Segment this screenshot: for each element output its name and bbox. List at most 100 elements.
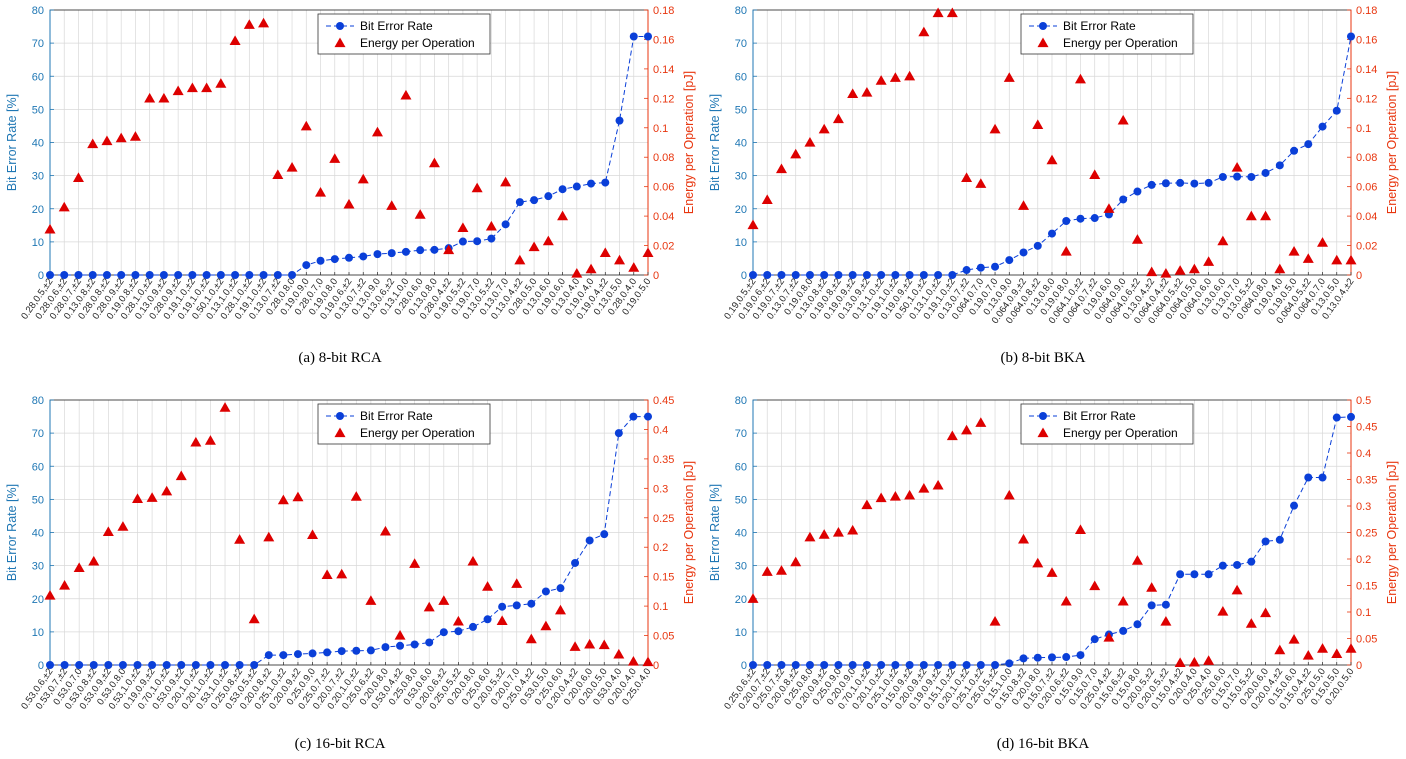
legend: Bit Error Rate Energy per Operation: [317, 403, 491, 445]
left-tick-label: 60: [735, 71, 747, 83]
energy-point: [628, 262, 640, 272]
energy-point: [790, 556, 802, 567]
energy-point: [975, 417, 987, 427]
left-tick-label: 30: [32, 171, 44, 183]
energy-point: [1288, 634, 1300, 644]
series-energy: [747, 7, 1357, 278]
energy-point: [307, 529, 319, 539]
ber-point: [1304, 140, 1313, 149]
right-tick-label: 0.3: [1356, 501, 1371, 513]
x-axis: 0.53,0.6,±20.53,0.7,±20.53,0.7,00.53,0.8…: [19, 662, 653, 712]
right-axis-title: Energy per Operation [pJ]: [1385, 461, 1399, 604]
ber-point: [1332, 106, 1341, 115]
energy-point: [918, 26, 930, 37]
ber-point: [777, 271, 786, 279]
energy-point: [357, 173, 369, 184]
ber-point: [316, 256, 325, 265]
energy-point: [219, 402, 231, 412]
energy-point: [1117, 595, 1129, 606]
ber-point: [1076, 214, 1085, 223]
right-tick-label: 0.18: [653, 5, 674, 17]
energy-point: [889, 490, 901, 501]
series-ber: [749, 32, 1355, 279]
ber-point: [1033, 653, 1042, 662]
energy-point: [1217, 605, 1229, 616]
energy-point: [102, 526, 114, 537]
energy-point: [482, 581, 494, 591]
energy-point: [1317, 237, 1329, 247]
energy-point: [350, 491, 362, 501]
ber-point: [1218, 172, 1227, 181]
ber-point: [1190, 570, 1199, 579]
ber-point: [216, 271, 225, 279]
ber-point: [352, 646, 361, 655]
ber-point: [323, 648, 332, 657]
energy-point: [272, 169, 284, 180]
energy-point: [329, 153, 341, 163]
ber-point: [458, 237, 467, 246]
left-tick-label: 0: [741, 660, 747, 672]
ber-point: [177, 661, 186, 669]
ber-point: [468, 622, 477, 631]
legend-energy-label: Energy per Operation: [360, 426, 475, 440]
legend: Bit Error Rate Energy per Operation: [1020, 13, 1194, 55]
series-ber: [46, 32, 652, 279]
right-tick-label: 0.06: [653, 182, 674, 194]
legend-ber-label: Bit Error Rate: [360, 409, 433, 423]
right-tick-label: 0.08: [653, 152, 674, 164]
energy-point: [1131, 234, 1143, 244]
ber-point: [46, 271, 54, 279]
energy-point: [1160, 616, 1172, 626]
ber-point: [1304, 473, 1313, 482]
left-tick-label: 80: [32, 5, 44, 17]
ber-point: [991, 262, 1000, 271]
left-axis: 0 10 20 30 40 50 60 70 80 Bit Error Rate [%]: [708, 395, 757, 672]
energy-point: [1032, 557, 1044, 568]
left-tick-label: 70: [32, 38, 44, 50]
energy-point: [1174, 265, 1186, 275]
ber-point: [345, 253, 353, 262]
energy-point: [190, 436, 202, 447]
energy-point: [292, 491, 304, 502]
energy-point: [1245, 210, 1257, 221]
energy-point: [277, 494, 289, 505]
ber-point: [1332, 413, 1341, 422]
ber-point: [587, 179, 596, 188]
chart-caption-a: (a) 8-bit RCA: [298, 350, 382, 366]
energy-point: [428, 157, 440, 168]
left-tick-label: 50: [32, 104, 44, 116]
legend-energy-label: Energy per Operation: [1063, 36, 1178, 50]
energy-point: [1060, 595, 1072, 606]
left-tick-label: 20: [735, 594, 747, 606]
ber-point: [629, 412, 638, 421]
energy-point: [1302, 253, 1314, 263]
energy-point: [443, 244, 455, 255]
energy-point: [1160, 268, 1172, 278]
energy-point: [1260, 210, 1272, 221]
energy-point: [889, 72, 901, 82]
energy-point: [1003, 72, 1015, 82]
energy-point: [875, 75, 887, 85]
energy-point: [258, 17, 270, 28]
ber-point: [1133, 187, 1142, 196]
right-tick-label: 0.12: [653, 93, 674, 105]
ber-point: [131, 271, 140, 279]
left-tick-label: 80: [735, 395, 747, 407]
ber-point: [1318, 122, 1327, 131]
ber-point: [749, 661, 757, 669]
ber-point: [264, 651, 273, 660]
energy-point: [1274, 644, 1286, 655]
energy-point: [59, 580, 71, 590]
left-tick-label: 50: [735, 104, 747, 116]
ber-point: [273, 271, 282, 279]
ber-point: [162, 661, 171, 669]
energy-point: [804, 531, 816, 542]
ber-point: [1204, 178, 1213, 187]
ber-point: [366, 646, 375, 655]
ber-point: [1233, 560, 1242, 569]
left-tick-label: 20: [32, 594, 44, 606]
left-tick-label: 10: [735, 237, 747, 249]
ber-point: [381, 643, 390, 652]
ber-point: [962, 661, 971, 669]
energy-point: [315, 187, 327, 197]
